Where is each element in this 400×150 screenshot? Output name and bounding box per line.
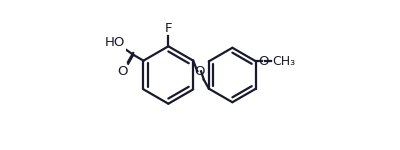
Text: O: O [117, 65, 127, 78]
Text: HO: HO [105, 36, 125, 49]
Text: O: O [194, 65, 204, 78]
Text: CH₃: CH₃ [272, 55, 295, 68]
Text: O: O [258, 55, 268, 68]
Text: F: F [164, 22, 172, 35]
